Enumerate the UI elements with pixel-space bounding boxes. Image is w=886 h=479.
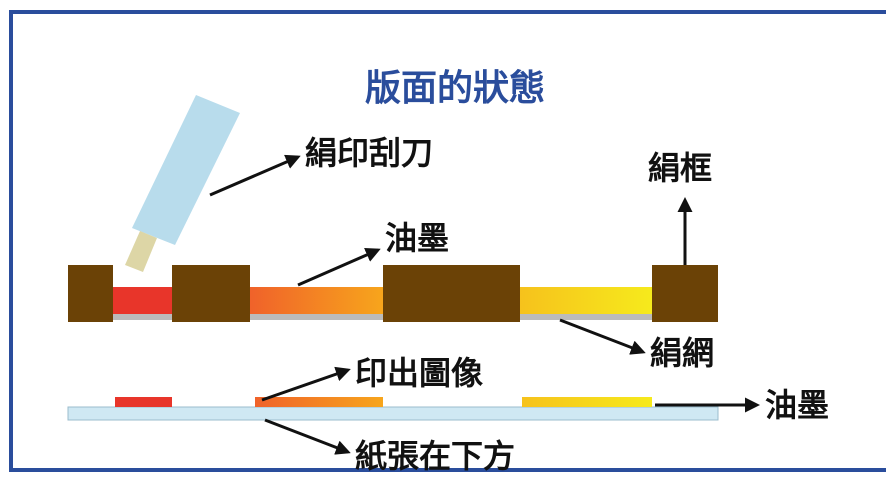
ink-orange	[250, 287, 383, 314]
label: 印出圖像	[355, 354, 483, 392]
arrows	[209, 154, 760, 455]
label: 紙張在下方	[355, 437, 515, 475]
ink-red	[113, 287, 172, 314]
label: 絹印刮刀	[305, 134, 433, 172]
squeegee	[132, 95, 240, 245]
border	[9, 10, 886, 472]
label: 油墨	[765, 386, 829, 424]
print-red	[115, 397, 172, 407]
print-yellow	[522, 397, 652, 407]
frame	[68, 265, 718, 322]
print-orange	[255, 397, 383, 407]
paper	[67, 406, 719, 421]
title: 版面的狀態	[365, 68, 545, 109]
ink-yellow	[520, 287, 652, 314]
squeegee-tip	[125, 231, 157, 272]
label: 油墨	[385, 219, 449, 257]
label: 絹網	[650, 334, 714, 372]
label: 絹框	[648, 149, 712, 187]
